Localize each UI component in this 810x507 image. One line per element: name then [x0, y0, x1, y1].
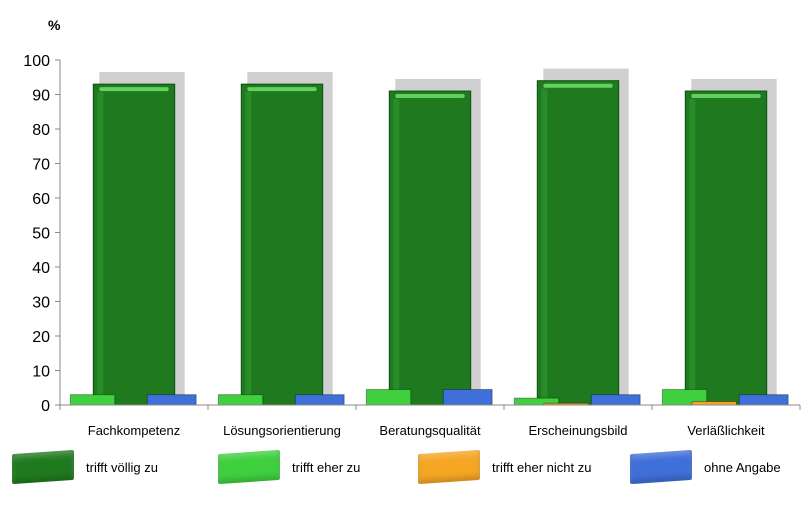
bar-trifft-eher-zu [217, 394, 264, 406]
bar-highlight [691, 94, 761, 99]
y-axis: 0 10 20 30 40 50 60 70 80 90 100 [23, 53, 60, 415]
bar-chart: % 0 10 20 30 40 50 60 70 80 90 100 Fachkompetenz Lö… [23, 17, 801, 438]
bar-ohne-angabe [442, 388, 493, 406]
bar-ohne-angabe [738, 394, 789, 406]
y-tick-label: 90 [32, 88, 50, 105]
bars [69, 68, 789, 406]
bar-trifft-eher-zu [365, 388, 412, 406]
legend-item-ohne-angabe: ohne Angabe [630, 447, 781, 487]
x-tick-label: Verläßlichkeit [687, 423, 765, 438]
y-tick-label: 100 [23, 53, 50, 70]
legend-label: trifft eher zu [292, 459, 361, 475]
bar-ohne-angabe [146, 394, 197, 406]
y-tick-label: 80 [32, 122, 50, 139]
y-tick-label: 0 [41, 398, 50, 415]
y-tick-label: 20 [32, 329, 50, 346]
bar-gloss [97, 92, 104, 404]
bar-gloss [541, 88, 548, 403]
legend-swatch [12, 449, 74, 485]
legend-item-trifft-eher-zu: trifft eher zu [218, 447, 360, 487]
x-tick-label: Fachkompetenz [88, 423, 181, 438]
bar-trifft-eher-zu [69, 394, 116, 406]
bar-trifft-voellig-zu [92, 83, 176, 406]
bar-gloss [245, 92, 252, 404]
bar-trifft-voellig-zu [240, 83, 324, 406]
y-axis-unit-label: % [48, 17, 61, 33]
bar-ohne-angabe [590, 394, 641, 406]
bar-ohne-angabe [294, 394, 345, 406]
bar-highlight [99, 87, 169, 92]
legend-item-trifft-eher-nicht-zu: trifft eher nicht zu [418, 447, 591, 487]
legend-label: ohne Angabe [704, 459, 781, 475]
bar-trifft-voellig-zu [684, 90, 768, 406]
y-tick-label: 30 [32, 295, 50, 312]
x-axis: Fachkompetenz Lösungsorientierung Beratung… [59, 405, 801, 438]
y-tick-label: 40 [32, 260, 50, 277]
legend-swatch [218, 449, 280, 485]
x-tick-label: Lösungsorientierung [223, 423, 341, 438]
bar-trifft-voellig-zu [536, 80, 620, 406]
legend-swatch [418, 449, 480, 485]
legend-item-trifft-voellig-zu: trifft völlig zu [12, 447, 158, 487]
bar-gloss [393, 99, 400, 404]
bar-highlight [247, 87, 317, 92]
legend: trifft völlig zu trifft eher zu trifft e… [0, 447, 810, 497]
bar-highlight [543, 83, 613, 88]
y-tick-label: 70 [32, 157, 50, 174]
x-tick-label: Beratungsqualität [379, 423, 481, 438]
bar-trifft-eher-nicht-zu [691, 401, 737, 406]
y-tick-label: 50 [32, 226, 50, 243]
bar-highlight [395, 94, 465, 99]
legend-label: trifft völlig zu [86, 459, 159, 475]
bar-gloss [689, 99, 696, 404]
y-tick-label: 10 [32, 364, 50, 381]
legend-swatch [630, 449, 692, 485]
bar-trifft-voellig-zu [388, 90, 472, 406]
y-tick-label: 60 [32, 191, 50, 208]
legend-label: trifft eher nicht zu [492, 459, 592, 475]
x-tick-label: Erscheinungsbild [528, 423, 627, 438]
